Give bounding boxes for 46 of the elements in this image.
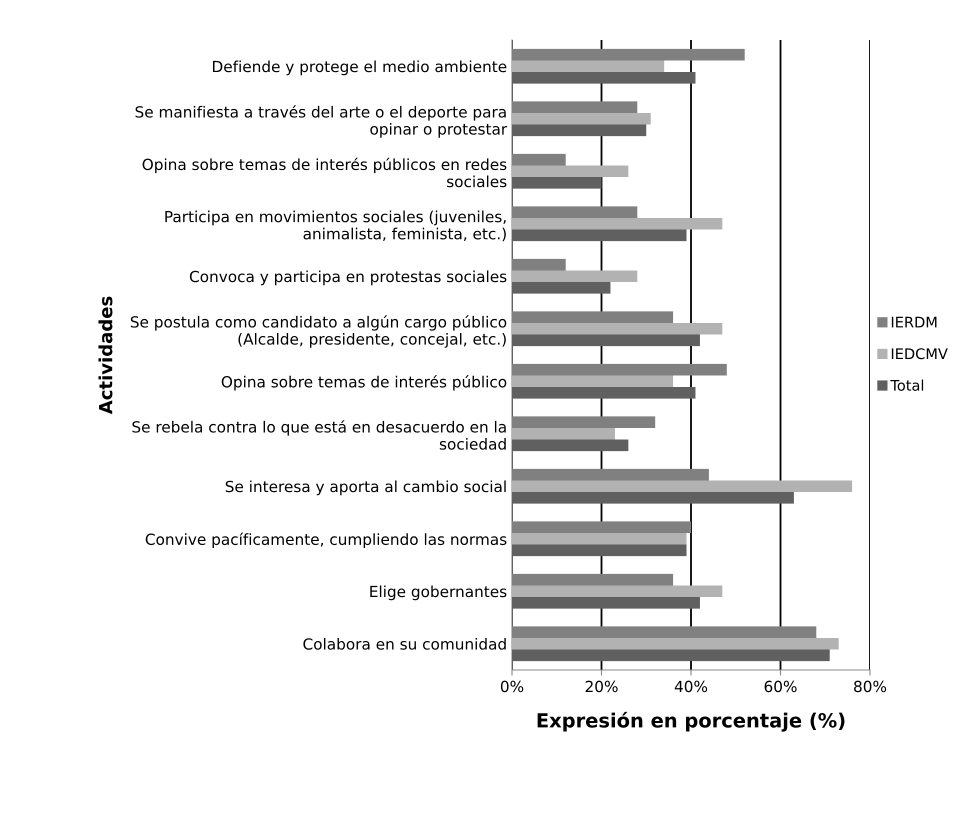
y-tick-label: Convoca y participa en protestas sociales [190, 270, 506, 286]
bar [512, 112, 651, 125]
y-tick-label: Se manifiesta a través del arte o el deporte para opinar o protestar [136, 105, 508, 138]
bar [512, 218, 722, 230]
bar [512, 322, 722, 335]
bar [512, 480, 852, 492]
legend-label: IERDM [892, 316, 936, 328]
bar [512, 650, 830, 662]
bar [512, 124, 646, 136]
x-axis-title: Expresión en porcentaje (%) [538, 712, 844, 732]
y-tick-label: Se interesa y aporta al cambio social [226, 480, 506, 496]
x-tick-label: 40% [674, 680, 708, 692]
y-tick-label: Defiende y protege el medio ambiente [212, 60, 506, 76]
bar [512, 440, 628, 452]
bar [512, 544, 687, 556]
bar [512, 165, 628, 178]
bar [512, 375, 674, 388]
bar [512, 585, 722, 598]
bar [512, 387, 696, 399]
x-tick-label: 60% [764, 680, 797, 692]
bar [512, 638, 839, 650]
y-tick-label: Opina sobre temas de interés públicos en redes sociales [142, 158, 506, 188]
bar [512, 60, 664, 72]
x-tick-label: 80% [854, 680, 886, 692]
bar [512, 597, 700, 609]
bar [512, 230, 687, 242]
bar [512, 532, 687, 545]
y-tick-label: Participa en movimientos sociales (juveniles, animalista, feminista, etc.) [165, 210, 506, 242]
bar [512, 72, 696, 84]
y-tick-label: Opina sobre temas de interés público [222, 375, 506, 391]
bar [512, 492, 794, 504]
bar [512, 428, 615, 440]
x-tick-label: 0% [500, 680, 524, 692]
legend-label: Total [890, 380, 924, 391]
bar [512, 177, 602, 189]
bar [512, 282, 610, 294]
y-tick-label: Se rebela contra lo que está en desacuerdo en la sociedad [132, 420, 506, 450]
y-tick-label: Se postula como candidato a algún cargo público (Alcalde, presidente, concejal, etc.) [130, 315, 506, 348]
y-axis-title: Actividades [98, 296, 112, 414]
x-tick-label: 20% [586, 680, 618, 692]
y-tick-label: Convive pacíficamente, cumpliendo las normas [146, 532, 506, 548]
bar [512, 270, 638, 282]
bar [512, 334, 700, 346]
y-tick-label: Colabora en su comunidad [303, 638, 506, 650]
y-tick-label: Elige gobernantes [370, 585, 506, 600]
legend-label: IEDCMV [892, 348, 948, 360]
